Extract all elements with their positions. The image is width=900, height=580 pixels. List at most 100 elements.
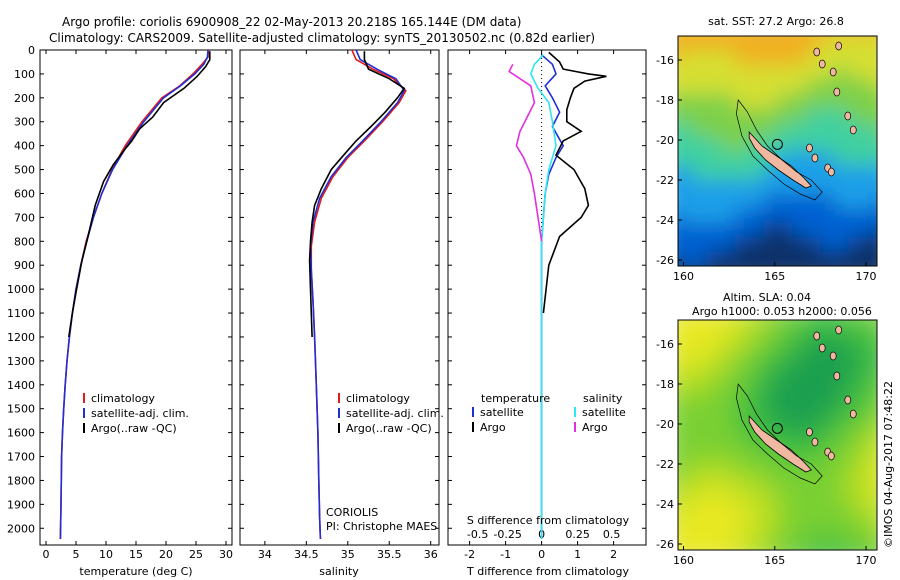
map-cell	[805, 179, 822, 196]
legend-label: Argo	[582, 421, 608, 434]
map-cell	[734, 107, 751, 124]
map-cell	[848, 165, 864, 181]
map-cell	[820, 208, 836, 224]
map-cell	[692, 122, 708, 138]
map-cell	[706, 208, 722, 224]
island	[811, 153, 819, 163]
map-cell	[791, 348, 807, 365]
map-cell	[877, 306, 892, 321]
map-cell	[862, 406, 877, 422]
map-cell	[720, 377, 736, 393]
map-cell	[777, 334, 793, 350]
map-cell	[678, 435, 679, 451]
difference-lines	[508, 50, 607, 545]
map-cell	[720, 165, 736, 181]
map-cell	[862, 93, 877, 109]
map-cell	[692, 222, 708, 239]
map-cell	[749, 266, 764, 281]
s-tick-label: 0.5	[603, 528, 621, 541]
map-cell	[877, 194, 892, 209]
map-cell	[806, 550, 821, 565]
island	[835, 325, 843, 335]
map-cell	[749, 449, 765, 465]
map-cell	[720, 363, 736, 379]
map-cell	[749, 463, 765, 480]
map-cell	[734, 463, 751, 480]
map-cell	[877, 349, 892, 364]
map-cell	[692, 492, 708, 508]
map-cell	[848, 194, 864, 210]
x-tick-label: 1	[574, 548, 581, 561]
map-cell	[763, 64, 779, 81]
map-cell	[791, 93, 807, 109]
depth-tick-label: 900	[14, 259, 35, 272]
island	[829, 351, 837, 361]
island	[806, 143, 813, 153]
map-cell	[834, 420, 850, 436]
map-cell	[692, 435, 708, 451]
map-cell	[791, 36, 807, 52]
island	[811, 437, 819, 447]
map-cell	[805, 506, 822, 523]
series-line-argo-raw-qc-	[68, 51, 211, 338]
map-cell	[678, 194, 694, 210]
map-cell	[820, 550, 835, 565]
map-cell	[692, 79, 708, 95]
temperature-panel: 0100200300400500600700800900100011001200…	[7, 44, 646, 578]
legend-label: satellite-adj. clim.	[346, 407, 444, 420]
map-cell	[763, 179, 779, 196]
map-cell	[706, 266, 721, 281]
map-cell	[848, 222, 864, 239]
map-cell	[706, 377, 722, 393]
map-cell	[805, 348, 822, 365]
map-cell	[720, 348, 736, 365]
depth-tick-label: 1700	[7, 451, 35, 464]
reef-contour	[736, 99, 823, 201]
map-cell	[820, 435, 836, 451]
lon-tick-label: 170	[856, 554, 877, 567]
depth-tick-label: 1600	[7, 427, 35, 440]
map-cell	[678, 320, 694, 321]
map-cell	[678, 251, 694, 266]
map-cell	[720, 420, 736, 436]
map-cell	[720, 107, 736, 124]
map-cell	[734, 79, 751, 95]
sla-map-title-line-1: Altim. SLA: 0.04	[723, 291, 811, 304]
map-cell	[678, 93, 694, 109]
map-cell	[791, 334, 807, 350]
map-cell	[820, 107, 836, 124]
map-cell	[734, 377, 751, 393]
map-cell	[791, 478, 807, 494]
map-cell	[805, 251, 822, 266]
map-cell	[734, 492, 751, 508]
map-cell	[692, 406, 708, 422]
map-cell	[734, 391, 751, 408]
island	[828, 451, 835, 461]
temperature-lines	[59, 50, 211, 540]
map-cell	[848, 377, 864, 393]
map-cell	[678, 348, 679, 365]
island	[828, 167, 835, 177]
map-cell	[777, 93, 793, 109]
map-cell	[749, 79, 765, 95]
map-cell	[805, 406, 822, 422]
map-cell	[763, 50, 779, 66]
map-cell	[848, 151, 864, 167]
map-cell	[763, 463, 779, 480]
map-cell	[805, 93, 822, 109]
map-cell	[862, 36, 877, 37]
map-cell	[692, 151, 708, 167]
map-cell	[877, 237, 892, 252]
legend-group-temperature: temperature	[481, 392, 550, 405]
map-cell	[820, 377, 836, 393]
map-cell	[777, 521, 793, 537]
map-cell	[734, 506, 751, 523]
map-cell	[791, 50, 807, 66]
island	[818, 343, 826, 353]
island	[833, 371, 841, 381]
map-cell	[678, 521, 694, 537]
map-cell	[763, 535, 779, 550]
map-cell	[720, 478, 736, 494]
map-cell	[692, 463, 708, 480]
